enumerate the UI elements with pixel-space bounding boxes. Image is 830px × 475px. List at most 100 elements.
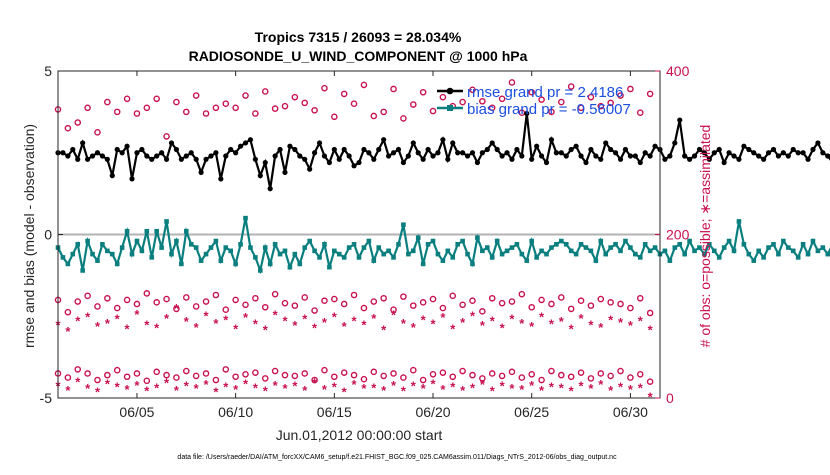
rmse-point (682, 153, 688, 159)
possible-obs-marker (400, 293, 407, 300)
rmse-point (361, 146, 367, 153)
rmse-point (479, 150, 485, 156)
assimilated-obs-marker: * (638, 313, 644, 328)
possible-obs-marker (261, 88, 269, 95)
assimilated-obs-marker: * (134, 307, 140, 322)
bias-point (805, 251, 811, 257)
rmse-point (163, 156, 170, 162)
assimilated-obs-marker: * (618, 380, 624, 395)
possible-obs-marker (577, 369, 585, 376)
rmse-point (75, 156, 81, 162)
assimilated-obs-marker: * (361, 317, 367, 332)
assimilated-obs-marker: * (588, 317, 594, 332)
bias-point (287, 264, 293, 270)
rmse-point (188, 150, 194, 156)
rmse-point (617, 156, 624, 162)
rmse-point (99, 153, 106, 159)
rmse-point (696, 146, 703, 153)
assimilated-obs-marker: * (569, 384, 575, 399)
assimilated-obs-marker: * (184, 379, 190, 394)
bias-point (188, 242, 194, 247)
possible-obs-marker (242, 370, 249, 378)
possible-obs-marker (518, 290, 526, 298)
bias-point (228, 248, 234, 254)
possible-obs-marker (281, 102, 289, 110)
assimilated-obs-marker: * (559, 380, 565, 395)
possible-obs-marker (548, 367, 555, 375)
bias-point (356, 255, 362, 260)
bias-point (736, 219, 742, 224)
rmse-point (247, 137, 254, 143)
x-tick-label: 06/05 (119, 404, 154, 420)
rmse-point (104, 156, 110, 162)
possible-obs-marker (360, 375, 368, 383)
possible-obs-marker (479, 375, 486, 382)
bias-point (85, 238, 90, 244)
possible-obs-marker (429, 370, 437, 378)
rmse-point (198, 169, 204, 175)
rmse-point (331, 146, 337, 153)
rmse-point (277, 146, 283, 153)
assimilated-obs-marker: * (352, 377, 358, 392)
rmse-point (548, 137, 555, 143)
rmse-point (183, 153, 189, 159)
rmse-point (825, 153, 830, 159)
bias-point (159, 245, 164, 250)
rmse-point (124, 143, 130, 149)
possible-obs-marker (567, 373, 575, 381)
rmse-point (608, 146, 614, 153)
rmse-point (716, 146, 722, 153)
possible-obs-marker (636, 294, 644, 302)
bias-point (119, 245, 125, 250)
rmse-point (420, 156, 426, 162)
rmse-point (80, 140, 86, 146)
possible-obs-marker (321, 297, 328, 305)
y-axis-right-label: # of obs: o=possible; ∗=assimilated (697, 125, 713, 348)
assimilated-obs-marker: * (125, 322, 131, 337)
possible-obs-marker (123, 95, 131, 103)
possible-obs-marker (469, 297, 476, 305)
possible-obs-marker (617, 367, 624, 375)
bias-point (144, 228, 150, 234)
assimilated-obs-marker: * (273, 378, 279, 393)
rmse-point (538, 153, 545, 159)
possible-obs-marker (390, 85, 397, 93)
bias-point (608, 245, 613, 250)
assimilated-obs-marker: * (204, 308, 210, 323)
possible-obs-marker (479, 97, 486, 105)
bias-point (455, 242, 460, 247)
possible-obs-marker (182, 108, 190, 116)
assimilated-obs-marker: * (164, 311, 170, 326)
rmse-point (119, 150, 125, 156)
possible-obs-marker (409, 101, 417, 108)
rmse-point (307, 166, 313, 172)
possible-obs-marker (380, 108, 387, 116)
possible-obs-marker (291, 302, 299, 309)
rmse-point (751, 150, 757, 156)
possible-obs-marker (153, 368, 160, 376)
bias-point (682, 251, 687, 257)
rmse-point (134, 150, 140, 156)
rmse-point (430, 153, 436, 159)
rmse-point (711, 150, 717, 156)
possible-obs-marker (646, 378, 654, 385)
possible-obs-marker (123, 373, 131, 381)
assimilated-obs-marker: * (519, 382, 525, 397)
rmse-point (524, 110, 530, 117)
assimilated-obs-marker: * (263, 322, 269, 337)
possible-obs-marker (113, 366, 121, 374)
bias-point (494, 238, 500, 244)
possible-obs-marker (321, 366, 328, 374)
assimilated-obs-marker: * (223, 380, 229, 395)
bias-point (430, 238, 436, 244)
possible-obs-marker (321, 84, 328, 92)
rmse-point (706, 156, 712, 162)
assimilated-obs-marker: * (401, 384, 407, 399)
bias-point (218, 258, 224, 263)
rmse-point (553, 150, 559, 156)
bias-point (312, 248, 317, 254)
possible-obs-marker (459, 98, 466, 106)
assimilated-obs-marker: * (213, 316, 219, 331)
bias-point (578, 242, 584, 247)
possible-obs-marker (331, 295, 338, 303)
